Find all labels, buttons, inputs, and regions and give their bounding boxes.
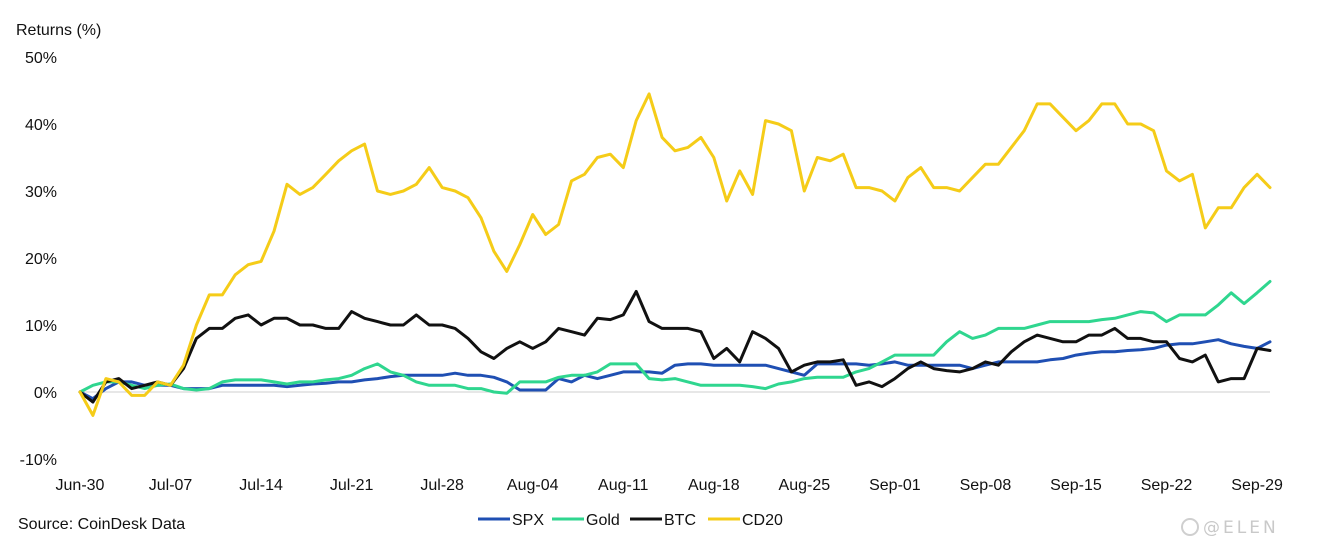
- x-tick-label: Sep-22: [1141, 477, 1193, 494]
- x-tick-label: Jul-28: [420, 477, 464, 494]
- y-tick-label: 50%: [25, 50, 57, 67]
- y-tick-label: 10%: [25, 318, 57, 335]
- watermark-logo-icon: [1181, 518, 1199, 536]
- x-tick-label: Jun-30: [56, 477, 105, 494]
- x-tick-label: Sep-15: [1050, 477, 1102, 494]
- legend-label-spx: SPX: [512, 512, 544, 529]
- x-tick-label: Aug-04: [507, 477, 559, 494]
- legend-label-gold: Gold: [586, 512, 620, 529]
- x-tick-label: Sep-08: [960, 477, 1012, 494]
- x-tick-label: Jul-14: [239, 477, 283, 494]
- x-tick-label: Sep-01: [869, 477, 921, 494]
- y-tick-labels: -10% 0% 10% 20% 30% 40% 50%: [20, 50, 57, 469]
- y-tick-label: 20%: [25, 251, 57, 268]
- y-tick-label: 0%: [34, 385, 57, 402]
- source-note: Source: CoinDesk Data: [18, 516, 185, 533]
- legend-label-btc: BTC: [664, 512, 696, 529]
- y-tick-label: -10%: [20, 452, 57, 469]
- x-tick-label: Aug-18: [688, 477, 740, 494]
- series-line-spx: [78, 338, 1272, 401]
- legend-label-cd20: CD20: [742, 512, 783, 529]
- series-line-btc: [78, 290, 1272, 404]
- x-tick-label: Jul-21: [330, 477, 374, 494]
- watermark-text: @ELEN: [1203, 518, 1279, 538]
- y-tick-label: 40%: [25, 117, 57, 134]
- watermark: @ELEN: [1181, 518, 1279, 538]
- series-line-gold: [78, 280, 1272, 395]
- x-tick-label: Sep-29: [1231, 477, 1283, 494]
- x-tick-labels: Jun-30 Jul-07 Jul-14 Jul-21 Jul-28 Aug-04 Aug-…: [56, 477, 1283, 494]
- x-tick-label: Jul-07: [149, 477, 193, 494]
- legend: SPX Gold BTC CD20: [478, 512, 783, 529]
- y-tick-label: 30%: [25, 184, 57, 201]
- x-tick-label: Aug-25: [779, 477, 831, 494]
- x-tick-label: Aug-11: [598, 477, 649, 494]
- series-lines: [78, 92, 1272, 417]
- y-axis-title: Returns (%): [16, 22, 101, 39]
- series-line-cd20: [78, 92, 1272, 417]
